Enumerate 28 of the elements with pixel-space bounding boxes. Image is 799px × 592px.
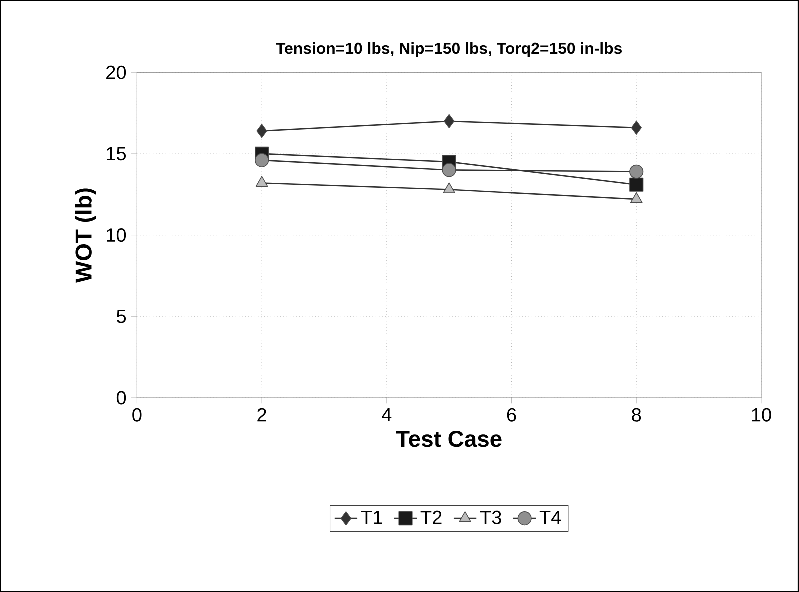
point [444, 114, 455, 128]
x-tick-label: 0 [132, 408, 142, 422]
chart-title: Tension=10 lbs, Nip=150 lbs, Torq2=150 in-lbs [276, 42, 622, 58]
legend-label: T2 [420, 510, 442, 524]
y-axis-title: WOT (lb) [75, 188, 96, 283]
legend-label: T1 [361, 510, 382, 524]
point [630, 164, 644, 179]
y-tick-label: 5 [116, 310, 126, 324]
point [256, 124, 268, 138]
x-tick-label: 4 [382, 408, 392, 422]
y-tick-label: 20 [106, 66, 126, 80]
legend-label: T3 [480, 510, 502, 524]
point [255, 153, 270, 168]
point [630, 192, 643, 204]
x-tick-label: 6 [507, 408, 516, 422]
y-tick-label: 15 [107, 147, 126, 161]
point [443, 182, 456, 194]
x-tick-label: 10 [752, 408, 772, 422]
point [442, 163, 456, 178]
y-tick-label: 10 [107, 228, 126, 242]
point [630, 178, 644, 192]
x-tick-label: 2 [258, 408, 266, 422]
x-axis-title: Test Case [396, 430, 502, 448]
point [256, 176, 268, 187]
point [631, 120, 642, 135]
y-tick-label: 0 [116, 391, 126, 405]
legend-label: T4 [540, 510, 562, 524]
x-tick-label: 8 [632, 408, 642, 422]
